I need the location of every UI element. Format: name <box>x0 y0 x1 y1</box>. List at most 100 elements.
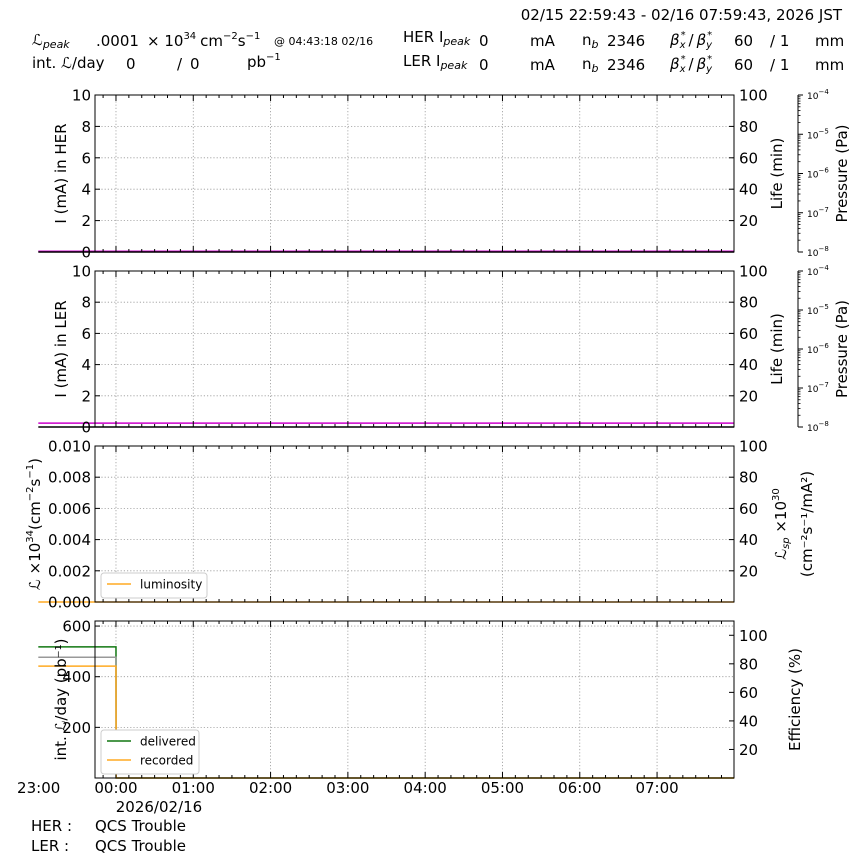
ler-beta-y: / 1 <box>770 56 789 74</box>
right-y-tick-label: 60 <box>739 684 758 702</box>
her-status-value: QCS Trouble <box>95 817 186 835</box>
y-tick-label: 4 <box>81 181 91 199</box>
x-tick-label: 03:00 <box>326 779 369 797</box>
right-y-axis-label: Efficiency (%) <box>786 648 804 751</box>
y-tick-label: 2 <box>81 212 91 230</box>
y-tick-label: 600 <box>62 618 91 636</box>
ler-ipeak-value: 0 <box>479 56 489 74</box>
right-y-tick-label: 60 <box>739 149 758 167</box>
y-tick-label: 200 <box>62 719 91 737</box>
x-tick-label: 01:00 <box>172 779 215 797</box>
y-tick-label: 6 <box>81 325 91 343</box>
right-y-tick-label: 20 <box>739 387 758 405</box>
pressure-tick-label: 10−4 <box>807 264 829 278</box>
ler-beta-unit: mm <box>815 56 844 74</box>
right-y-tick-label: 60 <box>739 325 758 343</box>
right-y-tick-label: 60 <box>739 500 758 518</box>
y-tick-label: 8 <box>81 118 91 136</box>
her-beta-y: / 1 <box>770 32 789 50</box>
pressure-tick-label: 10−6 <box>807 342 829 356</box>
y-tick-label: 10 <box>72 263 91 281</box>
ler-nb-label: nb <box>582 55 599 75</box>
pressure-tick-label: 10−4 <box>807 88 829 102</box>
ler-status-label: LER : <box>31 837 69 855</box>
right-y-tick-label: 40 <box>739 712 758 730</box>
her-beta-unit: mm <box>815 32 844 50</box>
x-tick-label: 04:00 <box>404 779 447 797</box>
her-nb-label: nb <box>582 31 599 51</box>
y-tick-label: 6 <box>81 149 91 167</box>
legend-box <box>100 572 208 599</box>
lpeak-label: ℒpeak <box>32 31 70 51</box>
legend: delivered recorded <box>100 729 200 775</box>
ler-beta-x: 60 <box>734 56 753 74</box>
y-tick-label: 0.004 <box>48 531 91 549</box>
right-y-tick-label: 100 <box>739 87 768 105</box>
lpeak-value: .0001 <box>96 32 139 50</box>
lpeak-timestamp: @ 04:43:18 02/16 <box>274 35 373 48</box>
right-y-tick-label: 100 <box>739 438 768 456</box>
y-tick-label: 0.008 <box>48 469 91 487</box>
chart-panel-3: 0.000 0.002 0.004 0.006 0.008 0.010 20 40 60 80 10… <box>25 438 816 612</box>
x-tick-label: 05:00 <box>481 779 524 797</box>
chart-panel-1: 0 2 4 6 8 10 20 40 60 80 100 I (mA) in HER Life (min… <box>38 87 851 262</box>
y-tick-label: 0 <box>81 419 91 437</box>
plot-frame <box>94 620 735 779</box>
right-y-tick-label: 20 <box>739 562 758 580</box>
footer: HER : QCS Trouble LER : QCS Trouble <box>31 817 186 855</box>
chart-panel-4: 200 400 600 20 40 60 80 100 int. ℒ/day (pb⁻¹) Eff… <box>17 618 804 816</box>
right-y-axis-label: ℒsp ×1030 <box>771 488 792 560</box>
pressure-axis-label: Pressure (Pa) <box>833 124 851 222</box>
right-y-tick-label: 80 <box>739 118 758 136</box>
lpeak-unit: × 1034 cm−2s−1 <box>147 31 260 50</box>
plot-frame <box>94 270 735 428</box>
legend-label-delivered: delivered <box>140 735 196 749</box>
her-ipeak-label: HER Ipeak <box>403 28 471 48</box>
right-y-tick-label: 40 <box>739 531 758 549</box>
panels: 0 2 4 6 8 10 20 40 60 80 100 I (mA) in HER Life (min… <box>17 87 851 817</box>
intl-delivered: 0 <box>126 55 136 73</box>
x-tick-label: 02:00 <box>249 779 292 797</box>
ler-nb-value: 2346 <box>607 56 645 74</box>
x-tick-label: 07:00 <box>635 779 678 797</box>
intl-unit: pb−1 <box>247 52 281 71</box>
right-y-tick-label: 100 <box>739 263 768 281</box>
her-status-label: HER : <box>31 817 72 835</box>
legend-label-luminosity: luminosity <box>140 578 202 592</box>
y-tick-label: 0.006 <box>48 500 91 518</box>
y-tick-label: 0.000 <box>48 594 91 612</box>
pressure-tick-label: 10−5 <box>807 127 829 141</box>
plot-frame <box>94 94 735 253</box>
her-ipeak-unit: mA <box>530 32 556 50</box>
pressure-tick-label: 10−5 <box>807 303 829 317</box>
right-y-tick-label: 80 <box>739 294 758 312</box>
intl-recorded: 0 <box>190 55 200 73</box>
legend: luminosity <box>100 572 208 599</box>
y-axis-label: I (mA) in HER <box>52 123 70 223</box>
right-y-tick-label: 20 <box>739 741 758 759</box>
ler-status-value: QCS Trouble <box>95 837 186 855</box>
right-y-tick-label: 80 <box>739 469 758 487</box>
legend-label-recorded: recorded <box>140 754 193 768</box>
y-tick-label: 2 <box>81 387 91 405</box>
her-beta-label: β* x / β* y <box>669 30 713 51</box>
pressure-tick-label: 10−6 <box>807 167 829 181</box>
pressure-tick-label: 10−7 <box>807 206 829 220</box>
y-tick-label: 10 <box>72 87 91 105</box>
chart-panel-2: 0 2 4 6 8 10 20 40 60 80 100 I (mA) in LER Life (min… <box>38 263 851 437</box>
right-y-tick-label: 20 <box>739 212 758 230</box>
right-y-tick-label: 40 <box>739 356 758 374</box>
pressure-tick-label: 10−8 <box>807 245 829 259</box>
y-axis-label: ℒ ×1034(cm−2s−1) <box>25 458 44 590</box>
plot-frame <box>94 445 735 603</box>
right-y-tick-label: 40 <box>739 181 758 199</box>
x-tick-label: 23:00 <box>17 779 60 797</box>
time-range: 02/15 22:59:43 - 02/16 07:59:43, 2026 JS… <box>521 6 843 24</box>
right-y-axis-label: Life (min) <box>768 138 786 210</box>
her-nb-value: 2346 <box>607 32 645 50</box>
her-beta-x: 60 <box>734 32 753 50</box>
right-y-tick-label: 80 <box>739 655 758 673</box>
y-tick-label: 4 <box>81 356 91 374</box>
x-tick-label: 06:00 <box>558 779 601 797</box>
y-tick-label: 8 <box>81 294 91 312</box>
